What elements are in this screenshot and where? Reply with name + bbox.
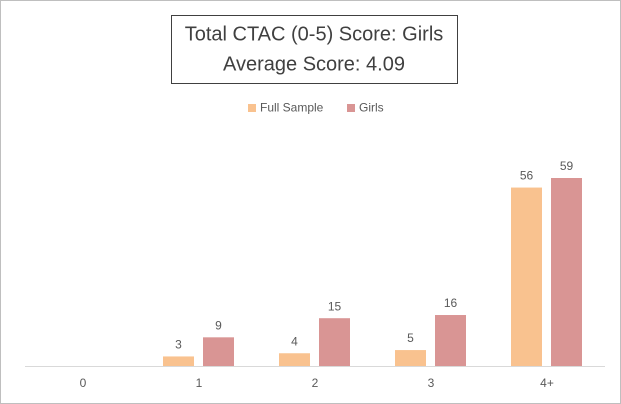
chart-title: Total CTAC (0-5) Score: Girls <box>185 23 444 45</box>
bar <box>435 315 466 366</box>
x-tick-label: 1 <box>196 376 203 390</box>
value-label: 3 <box>175 338 182 352</box>
x-tick-label: 0 <box>80 376 87 390</box>
bar <box>551 178 582 366</box>
x-tick-label: 4+ <box>540 376 554 390</box>
value-label: 16 <box>444 296 458 310</box>
legend-swatch <box>248 104 256 112</box>
value-label: 59 <box>560 159 574 173</box>
value-label: 4 <box>291 334 298 348</box>
chart-subtitle: Average Score: 4.09 <box>223 53 405 75</box>
value-label: 15 <box>328 299 342 313</box>
bar <box>511 187 542 366</box>
title-box <box>171 15 458 84</box>
bar <box>203 337 234 366</box>
legend-label: Full Sample <box>260 101 324 115</box>
legend-label: Girls <box>359 101 384 115</box>
x-tick-label: 3 <box>428 376 435 390</box>
legend-swatch <box>347 104 355 112</box>
bar <box>395 350 426 366</box>
value-label: 56 <box>520 169 534 183</box>
value-label: 5 <box>407 331 414 345</box>
bar <box>319 318 350 366</box>
x-tick-label: 2 <box>312 376 319 390</box>
bar <box>279 353 310 366</box>
value-label: 9 <box>215 318 222 332</box>
bar <box>163 356 194 366</box>
